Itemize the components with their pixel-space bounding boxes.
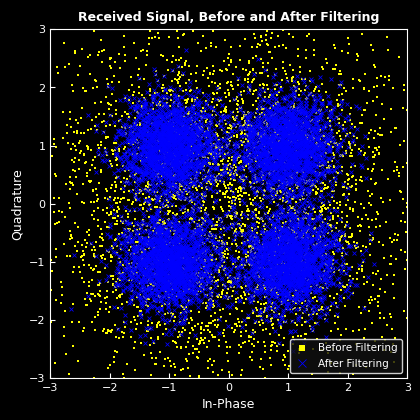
After Filtering [272,275,277,280]
After Filtering [167,156,172,161]
Before Filtering [332,175,337,180]
After Filtering [183,47,188,52]
Before Filtering [217,270,222,275]
After Filtering [146,206,151,211]
Before Filtering [310,178,315,184]
Before Filtering [251,275,256,280]
After Filtering [258,171,263,176]
Before Filtering [224,165,229,170]
Before Filtering [171,173,176,178]
After Filtering [291,348,296,353]
After Filtering [179,160,184,165]
After Filtering [174,270,179,275]
After Filtering [128,284,133,289]
Before Filtering [367,225,372,230]
After Filtering [289,245,294,250]
Title: Received Signal, Before and After Filtering: Received Signal, Before and After Filter… [78,11,380,24]
X-axis label: In-Phase: In-Phase [202,399,256,412]
Legend: Before Filtering, After Filtering: Before Filtering, After Filtering [290,339,402,373]
Before Filtering [416,249,420,255]
Y-axis label: Quadrature: Quadrature [10,168,24,239]
Line: After Filtering: After Filtering [70,48,376,352]
